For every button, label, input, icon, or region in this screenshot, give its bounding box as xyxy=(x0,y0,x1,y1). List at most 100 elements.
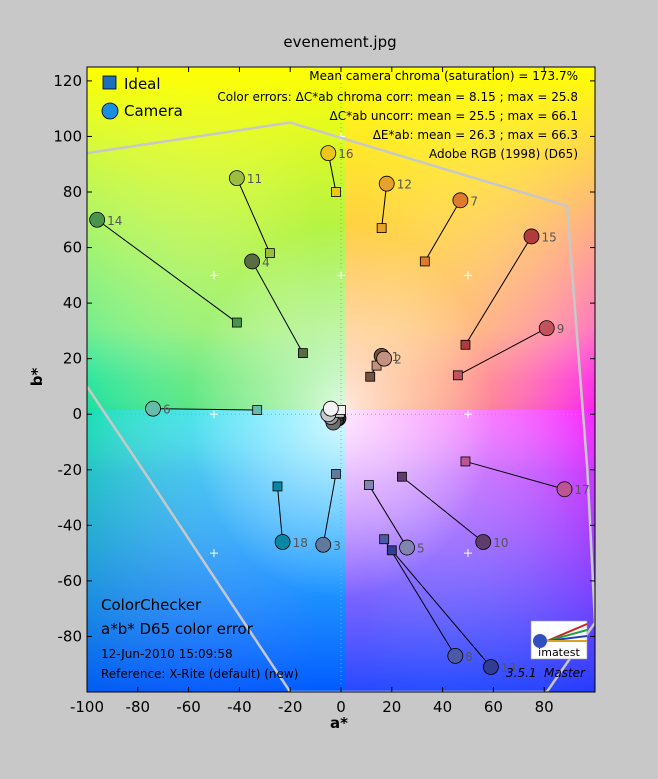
patch-label: 18 xyxy=(293,536,308,550)
patch-label: 1 xyxy=(392,350,400,364)
patch-label: 7 xyxy=(470,194,478,208)
camera-marker xyxy=(447,647,464,664)
patch-12: 12 xyxy=(376,175,412,234)
annotation-chroma-uncorr: ΔC*ab uncorr: mean = 25.5 ; max = 66.1 xyxy=(330,109,578,123)
camera-marker xyxy=(482,659,499,675)
ideal-marker xyxy=(297,348,308,359)
patch-label: 4 xyxy=(262,255,270,269)
y-tick-label: 80 xyxy=(63,183,82,201)
patch-label: 12 xyxy=(397,178,412,192)
grid-plus-mark xyxy=(210,410,218,419)
axis-ticks: -100 -80 -60 -40 -20 0 20 40 60 80 -80 -60 -40 -20 0 20… xyxy=(53,67,595,716)
patch-10: 10 xyxy=(397,471,509,550)
y-tick-label: 60 xyxy=(63,239,82,257)
patch-11: 11 xyxy=(228,170,275,259)
patch-13: 13 xyxy=(386,545,516,675)
error-line xyxy=(322,473,337,545)
patch-2: 2 xyxy=(371,350,402,371)
error-line xyxy=(465,460,565,490)
annotation-delta-e: ΔE*ab: mean = 26.3 ; max = 66.3 xyxy=(373,128,578,142)
y-tick-label: -40 xyxy=(58,516,83,534)
y-tick-label: 120 xyxy=(53,72,82,90)
patch-18: 18 xyxy=(272,481,308,550)
edition-label: Master xyxy=(544,666,586,680)
error-line xyxy=(277,486,284,543)
y-tick-label: 40 xyxy=(63,294,82,312)
y-tick-label: -60 xyxy=(58,572,83,590)
x-tick-label: -100 xyxy=(70,698,104,716)
ideal-marker xyxy=(252,405,263,415)
chart-caption: ColorChecker a*b* D65 color error 12-Jun… xyxy=(101,596,298,681)
patch-15: 15 xyxy=(460,228,557,350)
camera-marker xyxy=(376,350,393,367)
camera-marker xyxy=(274,534,291,550)
camera-marker xyxy=(89,211,106,228)
ideal-marker xyxy=(365,371,376,382)
error-line xyxy=(401,476,484,543)
error-line xyxy=(383,538,456,657)
camera-marker xyxy=(315,536,332,553)
patch-label: 14 xyxy=(107,214,122,228)
camera-marker xyxy=(244,253,261,270)
patch-label: 6 xyxy=(163,403,171,417)
error-line xyxy=(96,219,238,323)
x-tick-label: -80 xyxy=(126,698,151,716)
error-line xyxy=(153,408,258,411)
legend: Ideal Camera xyxy=(101,75,183,120)
error-line xyxy=(368,484,408,548)
camera-marker xyxy=(322,400,339,417)
error-line xyxy=(236,177,271,254)
grid-plus-mark xyxy=(464,549,472,558)
patch-9: 9 xyxy=(452,320,565,381)
error-summary: Mean camera chroma (saturation) = 173.7%… xyxy=(217,69,578,161)
legend-ideal-marker xyxy=(102,75,117,90)
patch-label: 17 xyxy=(575,483,590,497)
grid-plus-marks xyxy=(210,132,472,558)
camera-marker xyxy=(145,400,161,417)
patch-14: 14 xyxy=(89,211,242,328)
error-line xyxy=(457,327,547,376)
ideal-marker xyxy=(272,481,283,492)
camera-marker xyxy=(475,534,492,550)
camera-marker xyxy=(523,228,540,245)
legend-camera-label: Camera xyxy=(124,102,183,120)
x-tick-label: 20 xyxy=(382,698,401,716)
ideal-marker xyxy=(379,534,390,545)
ideal-marker xyxy=(452,370,463,381)
patch-label: 11 xyxy=(247,172,262,186)
annotation-color-space: Adobe RGB (1998) (D65) xyxy=(429,147,578,161)
camera-marker xyxy=(538,320,555,337)
patch-label: 9 xyxy=(557,322,565,336)
gamut-boundary xyxy=(87,121,595,692)
version-label: 3.5.1 xyxy=(506,666,537,680)
caption-chart-subtitle: a*b* D65 color error xyxy=(101,620,254,638)
x-axis-label: a* xyxy=(330,714,348,732)
y-tick-label: 0 xyxy=(72,405,82,423)
patch-label: 3 xyxy=(333,539,341,553)
camera-marker xyxy=(452,192,469,209)
patch-label: 8 xyxy=(465,650,473,664)
camera-marker xyxy=(556,481,573,498)
grid-plus-mark xyxy=(210,549,218,558)
y-tick-label: 100 xyxy=(53,127,82,145)
patch-neutral xyxy=(322,400,346,417)
zero-gridlines xyxy=(87,67,595,692)
patch-label: 16 xyxy=(338,147,353,161)
error-line xyxy=(391,550,492,668)
camera-marker xyxy=(228,170,245,187)
caption-date: 12-Jun-2010 15:09:58 xyxy=(101,647,233,661)
patch-label: 15 xyxy=(542,230,557,244)
patch-17: 17 xyxy=(460,456,590,498)
patch-7: 7 xyxy=(419,192,478,267)
legend-ideal-label: Ideal xyxy=(124,75,161,93)
error-line xyxy=(251,261,304,354)
ideal-marker xyxy=(264,248,275,259)
annotation-mean-chroma: Mean camera chroma (saturation) = 173.7% xyxy=(309,69,578,83)
grid-plus-mark xyxy=(210,271,218,280)
y-axis-label: b* xyxy=(28,368,46,387)
x-tick-label: 80 xyxy=(535,698,554,716)
x-tick-label: -60 xyxy=(176,698,201,716)
patch-5: 5 xyxy=(364,480,425,556)
